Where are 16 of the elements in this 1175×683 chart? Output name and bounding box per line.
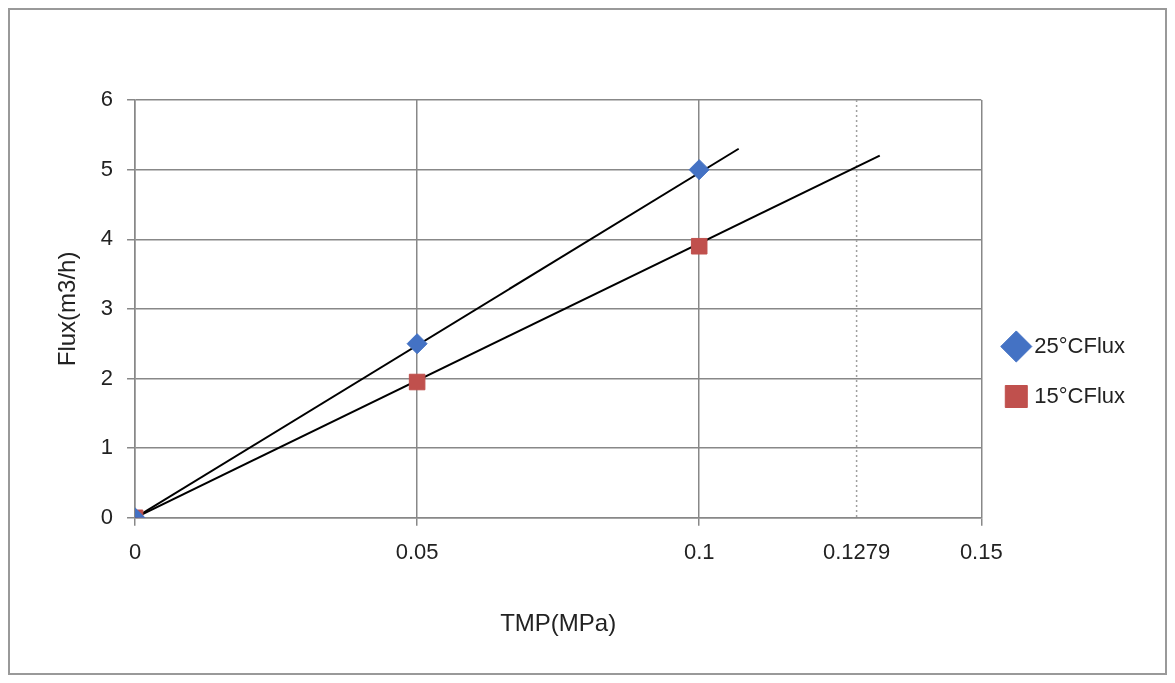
y-tick-label: 3 bbox=[100, 294, 114, 320]
y-axis-title: Flux(m3/h) bbox=[53, 251, 81, 367]
y-tick-label: 6 bbox=[100, 86, 114, 112]
y-tick-label: 5 bbox=[100, 155, 114, 181]
x-tick-label: 0 bbox=[128, 539, 142, 565]
legend-label: 25°CFlux bbox=[1034, 332, 1125, 358]
legend-label: 15°CFlux bbox=[1034, 382, 1125, 408]
x-tick-label: 0.1 bbox=[683, 539, 715, 565]
y-tick-label: 2 bbox=[100, 364, 114, 390]
x-tick-label: 0.1279 bbox=[822, 539, 891, 565]
y-tick-label: 0 bbox=[100, 503, 114, 529]
x-axis-title: TMP(MPa) bbox=[500, 609, 617, 637]
y-tick-label: 4 bbox=[100, 225, 114, 251]
x-tick-label: 0.05 bbox=[395, 539, 439, 565]
x-tick-label: 0.15 bbox=[959, 539, 1003, 565]
y-tick-label: 1 bbox=[100, 434, 114, 460]
